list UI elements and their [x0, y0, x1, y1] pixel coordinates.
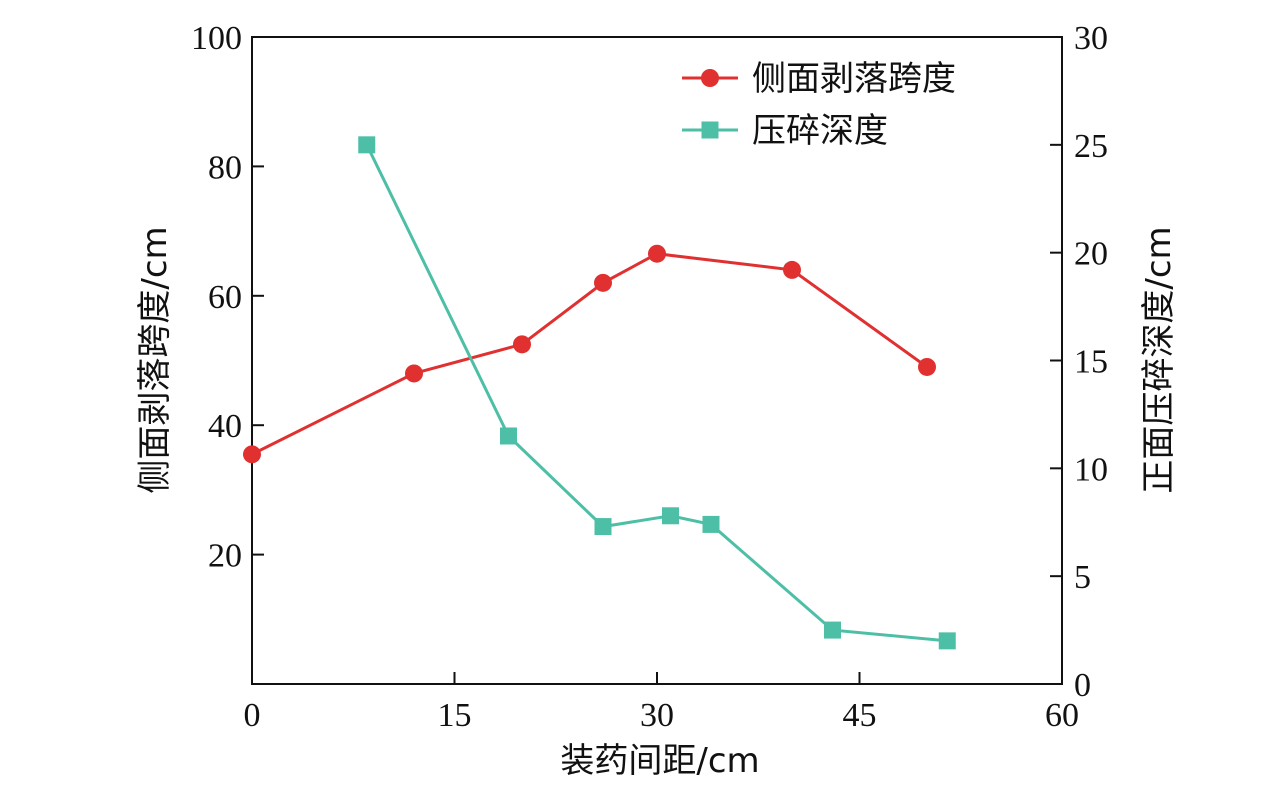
series-1-point	[513, 335, 531, 354]
y-right-tick-label: 5	[1074, 559, 1091, 596]
series-1-point	[783, 260, 801, 279]
series-line-2	[365, 144, 948, 643]
series-1-point	[918, 357, 936, 376]
y-right-tick-label: 30	[1074, 20, 1108, 57]
legend-label-1: 侧面剥落跨度	[752, 59, 956, 99]
series-2-point	[594, 518, 612, 536]
y-right-ticks: 0 5 10 15 20 25 30	[1050, 20, 1108, 704]
x-axis-title: 装药间距/cm	[560, 741, 759, 781]
x-tick-label: 15	[438, 697, 472, 734]
x-tick-label: 0	[244, 697, 261, 734]
y-left-tick-label: 20	[208, 538, 242, 575]
legend-marker-2	[701, 121, 719, 139]
plot-frame	[251, 36, 1063, 685]
series-2-point	[358, 136, 376, 154]
series-2-point	[500, 427, 517, 445]
series-1-point	[648, 244, 666, 263]
y-right-tick-label: 25	[1074, 128, 1108, 165]
series-2-point	[824, 621, 841, 639]
y-right-tick-label: 15	[1074, 344, 1108, 381]
series-layer	[243, 136, 956, 650]
x-tick-label: 45	[843, 697, 877, 734]
x-tick-label: 60	[1045, 697, 1079, 734]
series-2-point	[938, 632, 956, 650]
series-line-1	[251, 252, 928, 456]
legend-label-2: 压碎深度	[752, 111, 888, 151]
series-1-point	[594, 273, 612, 292]
y-left-tick-label: 80	[208, 149, 242, 186]
y-left-tick-label: 100	[191, 20, 242, 57]
y-right-tick-label: 20	[1074, 236, 1108, 273]
y-left-ticks: 20 40 60 80 100	[191, 20, 264, 575]
legend-marker-1	[701, 69, 719, 87]
y-right-axis-title: 正面压碎深度/cm	[1139, 226, 1179, 493]
y-left-tick-label: 40	[208, 408, 242, 445]
y-left-axis-title: 侧面剥落跨度/cm	[135, 226, 175, 493]
y-left-tick-label: 60	[208, 279, 242, 316]
series-2-point	[702, 515, 720, 533]
x-ticks: 0 15 30 45 60	[244, 672, 1079, 734]
y-right-tick-label: 10	[1074, 451, 1108, 488]
x-tick-label: 30	[640, 697, 674, 734]
series-1-point	[405, 364, 423, 383]
y-right-tick-label: 0	[1074, 667, 1091, 704]
series-1-point	[243, 445, 261, 464]
series-2-point	[662, 507, 679, 525]
